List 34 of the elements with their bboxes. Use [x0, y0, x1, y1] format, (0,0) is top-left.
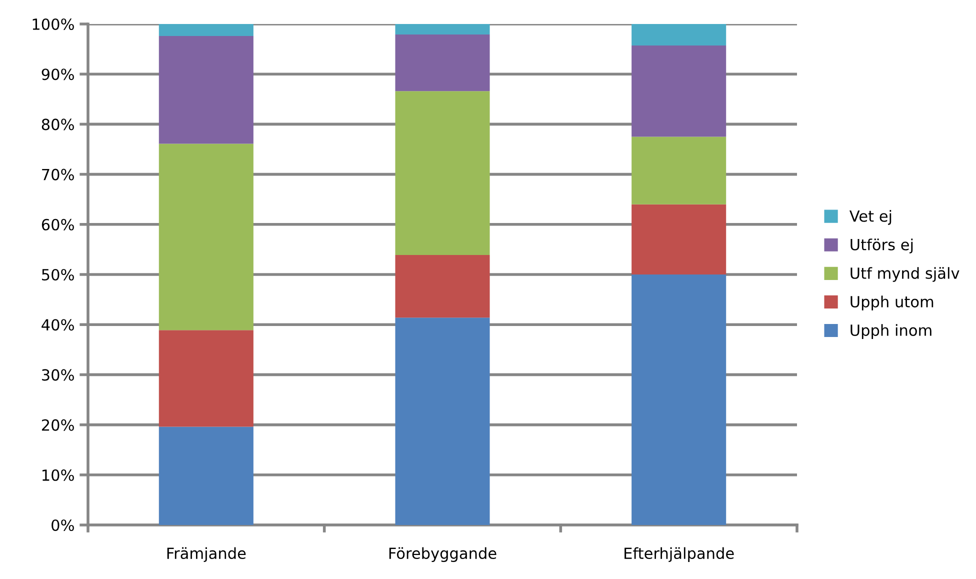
bar — [632, 136, 726, 204]
y-tick-label: 0% — [52, 519, 74, 532]
legend-label: Utförs ej — [850, 238, 913, 254]
y-tick-label: 20% — [42, 419, 74, 431]
bar — [395, 91, 490, 255]
bar — [632, 46, 726, 137]
bar — [158, 36, 254, 144]
bar — [158, 144, 254, 330]
bar — [395, 318, 490, 525]
y-tick-label: 60% — [42, 218, 74, 230]
x-tick-label: Främjande — [167, 547, 246, 562]
bar — [158, 426, 254, 525]
bar — [158, 24, 254, 36]
y-tick-label: 90% — [42, 68, 74, 80]
y-tick-label: 30% — [42, 369, 74, 381]
y-tick-label: 50% — [42, 268, 74, 281]
bar — [632, 274, 726, 525]
x-tick-label: Efterhjälpande — [624, 547, 734, 562]
bar — [632, 24, 726, 46]
y-tick-label: 80% — [42, 118, 74, 130]
legend-label: Utf mynd själv — [850, 267, 960, 282]
bar — [395, 34, 490, 92]
legend-label: Upph inom — [850, 324, 932, 339]
bar — [395, 254, 490, 318]
y-tick-label: 10% — [42, 469, 74, 481]
y-tick-label: 100% — [32, 18, 74, 30]
x-tick-label: Förebyggande — [389, 547, 496, 562]
y-tick-label: 70% — [42, 168, 74, 180]
bar — [395, 24, 490, 35]
legend-label: Upph utom — [850, 296, 934, 310]
legend-label: Vet ej — [849, 210, 892, 225]
bar — [632, 204, 726, 274]
bar — [158, 330, 254, 427]
y-tick-label: 40% — [42, 319, 74, 331]
